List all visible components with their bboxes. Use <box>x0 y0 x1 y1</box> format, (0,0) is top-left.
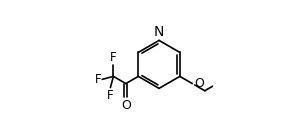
Text: O: O <box>194 77 204 90</box>
Text: F: F <box>107 89 113 102</box>
Text: O: O <box>121 99 131 112</box>
Text: N: N <box>154 25 164 39</box>
Text: F: F <box>94 73 101 86</box>
Text: F: F <box>110 51 117 64</box>
